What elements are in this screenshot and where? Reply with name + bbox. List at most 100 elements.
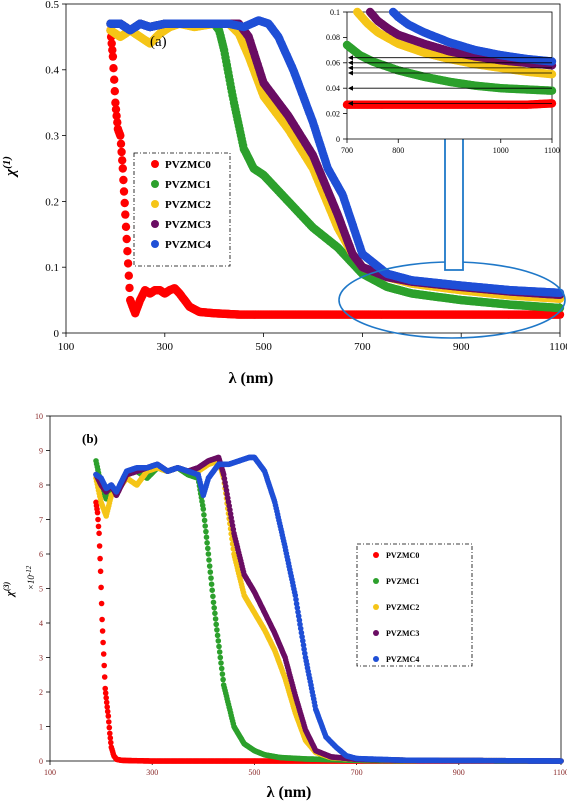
panel-b-data-point xyxy=(101,662,107,669)
panel-b-y-tick-label: 3 xyxy=(39,653,43,662)
panel-b-x-tick-label: 1100 xyxy=(553,768,567,777)
panel-b-data-point xyxy=(98,584,104,591)
panel-a-legend-label-pvzmc0: PVZMC0 xyxy=(165,159,211,171)
panel-b-y-tick-label: 0 xyxy=(39,757,43,766)
panel-b-data-point xyxy=(95,523,102,530)
panel-a-legend-label-pvzmc2: PVZMC2 xyxy=(165,199,211,211)
panel-a-data-point xyxy=(109,63,118,73)
inset-y-tick-label: 0.08 xyxy=(326,33,340,42)
panel-a-legend-label-pvzmc4: PVZMC4 xyxy=(165,239,211,251)
panel-b-x-tick-label: 700 xyxy=(351,768,363,777)
panel-b-y-tick-label: 9 xyxy=(39,446,43,455)
panel-a-data-point xyxy=(123,247,132,256)
panel-b-data-point xyxy=(203,534,210,540)
panel-b-data-point xyxy=(99,616,105,623)
inset-data-point xyxy=(547,86,557,95)
panel-b-data-point xyxy=(201,512,207,518)
panel-a-y-tick-label: 0 xyxy=(54,328,60,340)
panel-a-series-pvzmc0 xyxy=(106,26,565,319)
panel-a-data-point xyxy=(110,75,119,84)
inset-y-tick-label: 0.04 xyxy=(326,84,340,93)
panel-a-series xyxy=(106,16,565,319)
panel-b-y-tick-label: 7 xyxy=(39,515,43,524)
panel-a-x-tick-label: 100 xyxy=(58,341,75,353)
panel-a-y-tick-label: 0.2 xyxy=(45,196,59,208)
panel-b-y-tick-label: 4 xyxy=(39,619,43,628)
panel-a-legend-marker-pvzmc4 xyxy=(151,240,159,248)
panel-a-legend-marker-pvzmc1 xyxy=(151,180,159,188)
panel-a-data-point xyxy=(111,105,121,114)
panel-b-data-point xyxy=(100,639,106,646)
panel-b-y-tick-label: 8 xyxy=(39,481,43,490)
panel-b-data-point xyxy=(96,543,103,549)
inset-x-tick-label: 1100 xyxy=(544,146,560,155)
panel-b-data-point xyxy=(97,568,104,575)
panel-a-legend-marker-pvzmc2 xyxy=(151,200,159,208)
panel-a-data-point xyxy=(112,111,121,121)
panel-a-data-point xyxy=(118,164,128,173)
panel-b-data-point xyxy=(204,540,210,546)
panel-b-data-point xyxy=(203,528,209,535)
panel-a-plot-area xyxy=(65,3,561,334)
inset-x-tick-label: 700 xyxy=(341,146,353,155)
panel-a-data-point xyxy=(111,98,120,107)
panel-a-data-point xyxy=(113,118,122,127)
panel-b-data-point xyxy=(106,719,112,725)
panel-b-data-point xyxy=(100,651,107,657)
panel-a-data-point xyxy=(118,156,127,165)
panel-a-legend-label-pvzmc3: PVZMC3 xyxy=(165,219,211,231)
panel-a-data-point xyxy=(108,45,117,55)
panel-b-y-tick-label: 2 xyxy=(39,688,43,697)
panel-a-data-point xyxy=(122,234,131,244)
panel-b-data-point xyxy=(98,600,105,607)
panel-a-legend-label-pvzmc1: PVZMC1 xyxy=(165,179,211,191)
panel-b-data-point xyxy=(201,517,208,524)
panel-a-y-tick-label: 0.1 xyxy=(45,262,59,274)
panel-b-data-point xyxy=(99,628,106,634)
panel-a-x-tick-label: 300 xyxy=(157,341,174,353)
panel-b-y-tick-label: 5 xyxy=(39,584,43,593)
panel-b-x-tick-label: 100 xyxy=(44,768,56,777)
inset-data-point xyxy=(547,70,557,79)
panel-b-x-tick-label: 500 xyxy=(248,768,260,777)
panel-a-data-point xyxy=(124,271,133,280)
panel-b-x-tick-label: 900 xyxy=(453,768,465,777)
panel-a-x-tick-label: 700 xyxy=(354,341,371,353)
panel-a-data-point xyxy=(125,283,134,293)
panel-a-x-tick-label: 500 xyxy=(255,341,272,353)
panel-b-y-tick-label: 1 xyxy=(39,722,43,731)
inset-y-tick-label: 0.02 xyxy=(326,109,340,118)
panel-b-data-point xyxy=(101,674,108,680)
panel-a-legend-marker-pvzmc3 xyxy=(151,220,159,228)
panel-a-data-point xyxy=(110,87,120,96)
panel-a-data-point xyxy=(116,131,125,140)
panel-a-x-tick-label: 900 xyxy=(453,341,470,353)
panel-b-y-tick-label: 10 xyxy=(35,412,43,421)
panel-a-data-point xyxy=(121,222,131,231)
inset-series-pvzmc0 xyxy=(342,99,557,109)
panel-b-x-tick-label: 300 xyxy=(146,768,158,777)
panel-a-y-tick-label: 0.3 xyxy=(45,130,59,142)
panel-b-data-point xyxy=(96,530,102,537)
panel-a-x-axis-label: λ (nm) xyxy=(229,370,274,387)
panel-a-data-point xyxy=(123,259,133,268)
inset-y-tick-label: 0.06 xyxy=(326,59,340,68)
panel-a-y-axis-label-sup: (1) xyxy=(1,156,13,169)
panel-b-data-point xyxy=(106,724,113,731)
panel-b-data-point xyxy=(94,509,101,516)
panel-a-legend-marker-pvzmc0 xyxy=(151,160,159,168)
panel-a-data-point xyxy=(119,187,129,196)
inset-data-point xyxy=(547,57,557,66)
panel-b-data-point xyxy=(202,523,208,529)
inset-y-tick-label: 0 xyxy=(336,135,340,144)
inset-x-tick-label: 1000 xyxy=(493,146,509,155)
panel-b-y-tick-label: 6 xyxy=(39,550,43,559)
panel-a-ticks: 100300500700900110000.10.20.30.40.5 xyxy=(45,0,567,353)
panel-a-data-point xyxy=(107,39,116,48)
panel-a-data-point xyxy=(116,139,126,148)
panel-b-data-point xyxy=(97,555,103,562)
panel-a-data-point xyxy=(120,198,129,208)
panel-a-data-point xyxy=(108,52,118,61)
panel-a-series-pvzmc4 xyxy=(106,16,565,298)
